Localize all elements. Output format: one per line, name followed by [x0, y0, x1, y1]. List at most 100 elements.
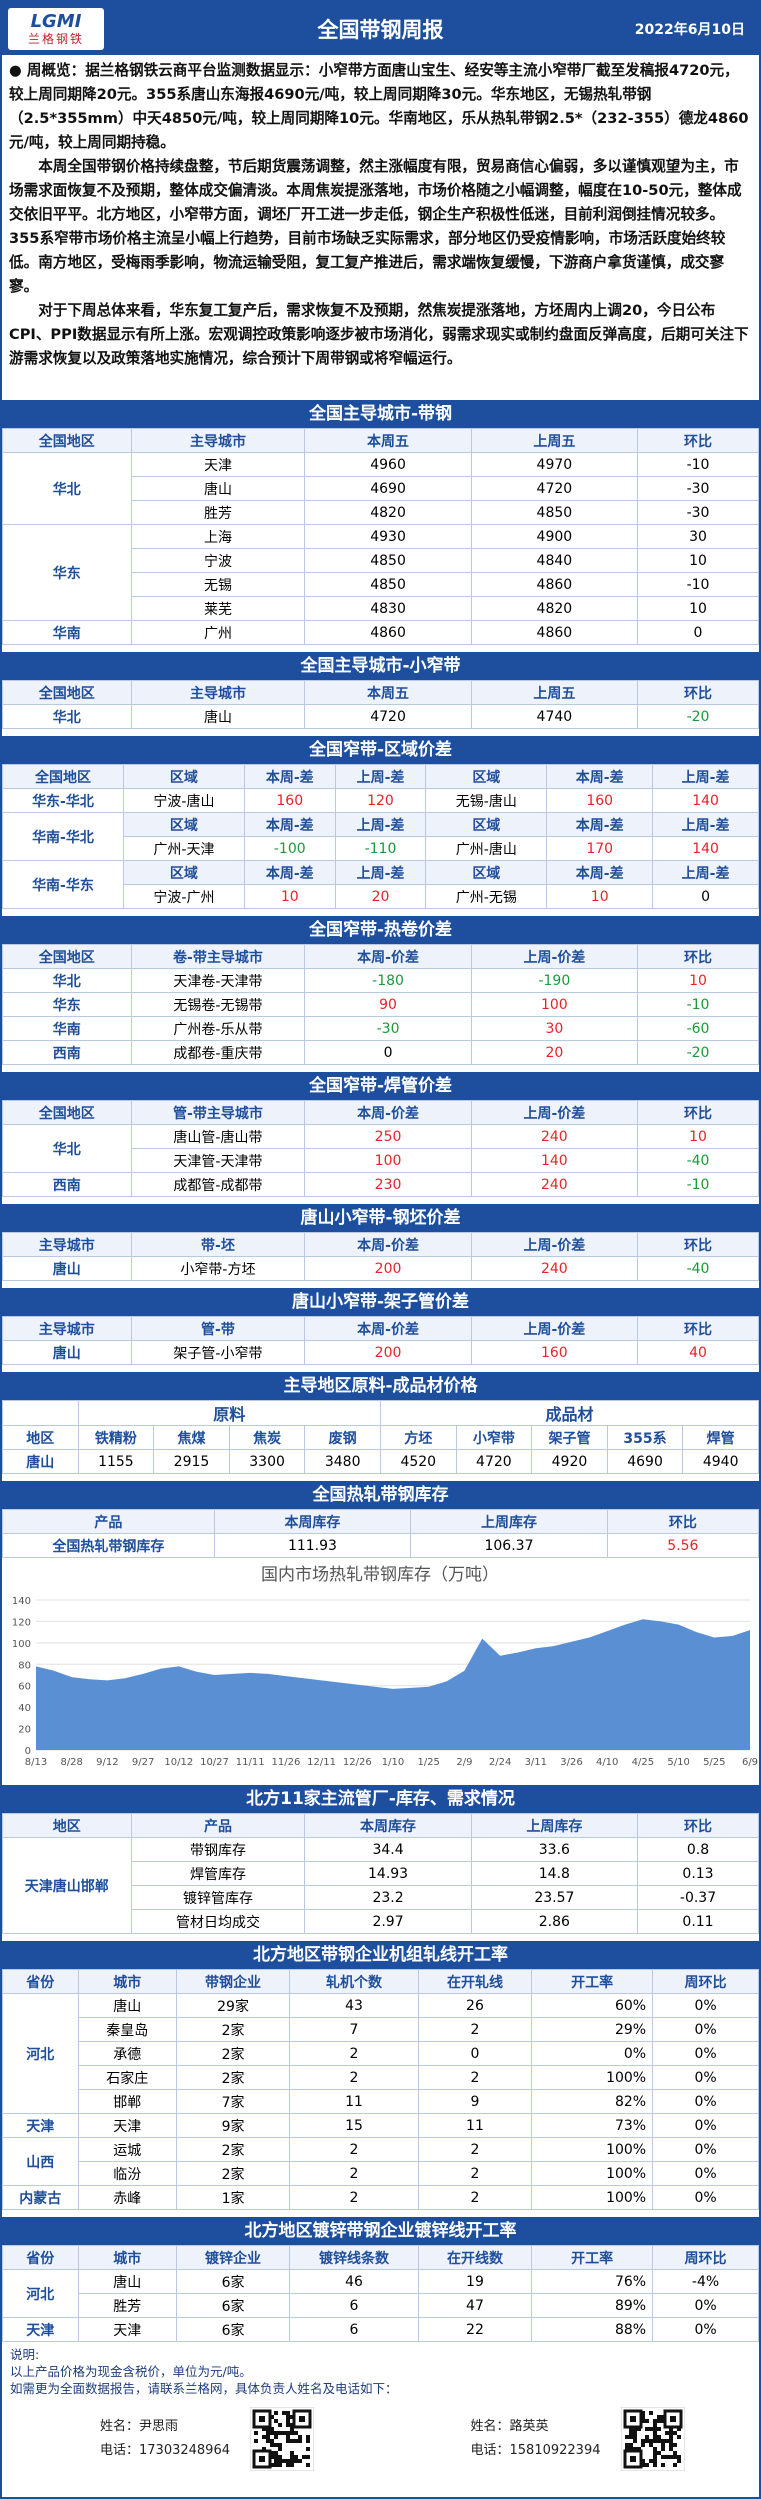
qr-dot [628, 2435, 633, 2439]
column-header: 上周-差 [652, 812, 759, 837]
column-header: 上周-价差 [470, 1316, 639, 1341]
qr-dot [306, 2435, 310, 2439]
table-cell: 广州-天津 [122, 836, 245, 861]
table-cell: 200 [304, 1256, 472, 1281]
qr-dot [270, 2439, 274, 2443]
qr-finder-core [259, 2416, 265, 2422]
cell-text: 天津 [113, 2118, 142, 2135]
table-cell: 19 [417, 2269, 533, 2294]
qr-dot [672, 2455, 677, 2459]
table-cell: 2家 [175, 2161, 291, 2186]
table-cell: 140 [652, 788, 759, 813]
table-cell: -10 [637, 992, 759, 1017]
cell-text: 1155 [98, 1453, 134, 1470]
chart-title: 国内市场热轧带钢库存（万吨） [261, 1565, 499, 1585]
group-label: 唐山 [2, 1256, 132, 1281]
group-label: 华南 [2, 620, 132, 645]
data-row: 华北 天津卷-天津带 -180 -190 10 [2, 968, 759, 993]
table-cell: 100% [531, 2161, 654, 2186]
table-cell: 0% [652, 2137, 759, 2162]
column-header: 本周-差 [546, 812, 654, 837]
cell-text: 240 [540, 1260, 568, 1277]
table-cell: 0 [304, 1040, 472, 1065]
table-cell: -40 [637, 1256, 759, 1281]
cell-text: 22 [466, 2321, 484, 2338]
cell-text: 4720 [536, 480, 573, 497]
x-tick-label: 12/26 [343, 1757, 372, 1768]
data-row: 西南 成都管-成都带 230 240 -10 [2, 1172, 759, 1197]
cell-text: 29% [614, 2021, 647, 2038]
table-cell: 82% [531, 2089, 654, 2114]
table-cell: -40 [637, 1148, 759, 1173]
y-tick-label: 120 [12, 1617, 31, 1628]
table-cell: 运城 [77, 2137, 177, 2162]
qr-dot [270, 2463, 274, 2467]
section: 全国主导城市-小窄带 全国地区 主导城市 本周五 上周五 环比 华北 唐山 4720 4740 -2… [2, 652, 759, 729]
data-row: 无锡 4850 4860 -10 [3, 572, 759, 597]
table-cell: 4830 [304, 596, 472, 621]
table-cell: 0% [652, 2161, 759, 2186]
qr-dot [306, 2463, 310, 2467]
qr-dot [290, 2455, 294, 2459]
qr-dot [628, 2427, 633, 2431]
qr-dot [266, 2431, 270, 2435]
cell-text: 4690 [627, 1453, 663, 1470]
table-cell: 天津 [77, 2113, 177, 2138]
column-header: 上周库存 [410, 1509, 608, 1534]
cell-text: 运城 [113, 2142, 142, 2159]
table-cell: 2 [289, 2065, 419, 2090]
qr-dot [274, 2463, 278, 2467]
qr-dot [656, 2439, 661, 2443]
header-row: 主导城市 带-坯 本周-价差 上周-价差 环比 [2, 1232, 759, 1257]
table-cell: 2915 [153, 1449, 230, 1474]
data-row: 邯郸 7家 11 9 82% 0% [3, 2089, 759, 2114]
note: 如需更为全面数据报告，请联系兰格网，具体负责人姓名及电话如下： [10, 2381, 398, 2396]
cell-text: 2 [470, 2069, 480, 2086]
y-tick-label: 140 [12, 1596, 31, 1607]
table-cell: 天津管-天津带 [130, 1148, 306, 1173]
section: 主导地区原料-成品材价格 原料 成品材 地区 铁精粉 焦煤 焦炭 废钢 方坯 小窄带 架子管 355系… [2, 1372, 759, 1474]
contacts: 姓名：尹思雨 电话：17303248964 姓名：路英英 电话：15810922394 [10, 2407, 751, 2471]
qr-dot [652, 2455, 657, 2459]
qr-dot [664, 2431, 669, 2435]
section-title: 全国窄带-热卷价差 [2, 916, 759, 944]
table-cell: 全国热轧带钢库存 [2, 1533, 215, 1558]
cell-text: 唐山 [203, 481, 232, 498]
cell-text: -110 [364, 840, 397, 857]
qr-dot [286, 2411, 290, 2415]
cell-text: -4% [691, 2273, 720, 2290]
column-header: 架子管 [531, 1425, 608, 1450]
table-cell: -20 [637, 1040, 759, 1065]
cell-text: 4940 [702, 1453, 739, 1470]
table-cell: 14.8 [470, 1861, 639, 1886]
column-header: 在开线数 [417, 2245, 533, 2270]
cell-text: 广州-唐山 [455, 841, 517, 858]
qr-dot [278, 2447, 282, 2451]
column-header: 本周-价差 [304, 944, 472, 969]
qr-dot [278, 2459, 282, 2463]
column-header: 上周五 [470, 680, 639, 705]
x-tick-label: 3/11 [525, 1757, 547, 1768]
qr-dot [672, 2443, 677, 2447]
qr-dot [660, 2447, 665, 2451]
qr-dot [286, 2435, 290, 2439]
cell-text: 莱芜 [203, 601, 232, 618]
data-table: 原料 成品材 地区 铁精粉 焦煤 焦炭 废钢 方坯 小窄带 架子管 355系 焊管 唐山 1155 2915… [2, 1400, 759, 1474]
qr-dot [668, 2455, 673, 2459]
cell-text: 30 [689, 528, 707, 545]
cell-text: 140 [692, 792, 719, 809]
qr-dot [672, 2431, 677, 2435]
qr-dot [632, 2439, 637, 2443]
table-cell: 100 [304, 1148, 472, 1173]
cell-text: 73% [614, 2117, 647, 2134]
group-label: 华北 [2, 968, 132, 993]
qr-dot [290, 2459, 294, 2463]
qr-dot [676, 2455, 681, 2459]
cell-text: 240 [540, 1176, 568, 1193]
table-cell: 230 [304, 1172, 472, 1197]
table-cell: 唐山 [130, 476, 306, 501]
qr-dot [640, 2459, 645, 2463]
cell-text: 2 [349, 2069, 359, 2086]
table-cell: 广州卷-乐从带 [130, 1016, 306, 1041]
column-header: 本周-价差 [304, 1100, 472, 1125]
